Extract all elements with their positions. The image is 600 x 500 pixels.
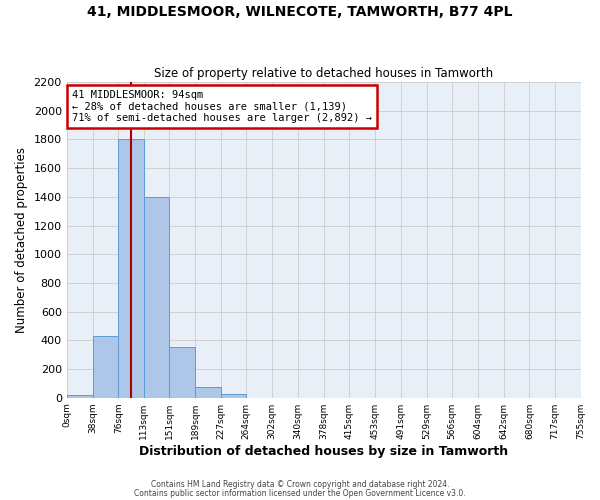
Bar: [67, 395, 92, 398]
Bar: [92, 336, 118, 398]
Bar: [118, 140, 143, 398]
Bar: [143, 197, 169, 398]
Bar: [195, 387, 221, 398]
Bar: [221, 394, 247, 398]
Title: Size of property relative to detached houses in Tamworth: Size of property relative to detached ho…: [154, 66, 493, 80]
Text: 41 MIDDLESMOOR: 94sqm
← 28% of detached houses are smaller (1,139)
71% of semi-d: 41 MIDDLESMOOR: 94sqm ← 28% of detached …: [72, 90, 372, 123]
Text: 41, MIDDLESMOOR, WILNECOTE, TAMWORTH, B77 4PL: 41, MIDDLESMOOR, WILNECOTE, TAMWORTH, B7…: [87, 5, 513, 19]
Text: Contains public sector information licensed under the Open Government Licence v3: Contains public sector information licen…: [134, 488, 466, 498]
Y-axis label: Number of detached properties: Number of detached properties: [15, 147, 28, 333]
Text: Contains HM Land Registry data © Crown copyright and database right 2024.: Contains HM Land Registry data © Crown c…: [151, 480, 449, 489]
X-axis label: Distribution of detached houses by size in Tamworth: Distribution of detached houses by size …: [139, 444, 508, 458]
Bar: [169, 348, 195, 398]
